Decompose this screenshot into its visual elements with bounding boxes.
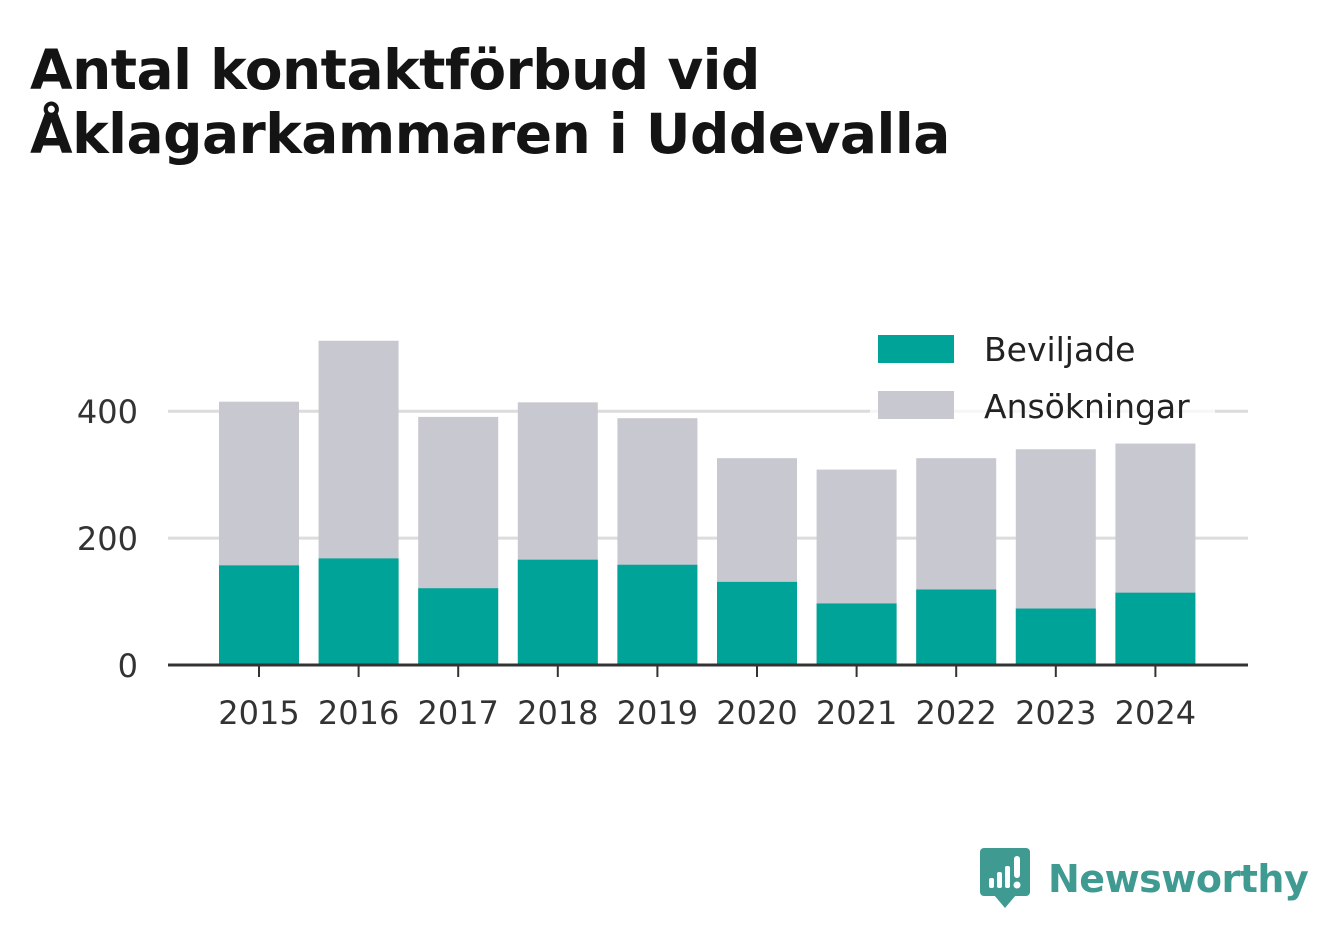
legend-swatch-ansokningar (878, 391, 954, 419)
bar-beviljade-2022 (916, 589, 997, 665)
bar-beviljade-2017 (418, 588, 499, 665)
x-tick-label-2021: 2021 (816, 694, 897, 732)
legend-label-ansokningar: Ansökningar (984, 387, 1190, 426)
legend: Beviljade Ansökningar (870, 328, 1215, 438)
x-tick-label-2020: 2020 (716, 694, 797, 732)
y-tick-label: 400 (77, 393, 138, 431)
x-tick-label-2024: 2024 (1115, 694, 1196, 732)
chart-title: Antal kontaktförbud vid Åklagarkammaren … (30, 38, 950, 166)
bar-beviljade-2023 (1015, 608, 1096, 665)
y-tick-label: 200 (77, 520, 138, 558)
x-tick-label-2022: 2022 (915, 694, 996, 732)
axes: 0 200 400 2015 2016 2017 2018 2019 2020 2021 2022 2… (77, 393, 1248, 732)
bars (219, 340, 1196, 665)
newsworthy-logo-icon (980, 848, 1030, 908)
y-tick-label: 0 (118, 647, 138, 685)
brand-name: Newsworthy (1048, 857, 1309, 901)
bar-beviljade-2024 (1115, 592, 1196, 665)
x-tick-label-2019: 2019 (617, 694, 698, 732)
bar-beviljade-2021 (816, 603, 897, 665)
bar-beviljade-2016 (318, 558, 399, 665)
bar-beviljade-2015 (219, 565, 299, 665)
brand-logo: Newsworthy (980, 848, 1309, 910)
x-tick-label-2015: 2015 (218, 694, 299, 732)
bar-beviljade-2020 (717, 581, 797, 665)
x-tick-label-2018: 2018 (517, 694, 598, 732)
bar-beviljade-2019 (617, 564, 698, 665)
x-tick-label-2023: 2023 (1015, 694, 1096, 732)
bar-beviljade-2018 (517, 559, 598, 665)
legend-swatch-beviljade (878, 335, 954, 363)
x-tick-label-2017: 2017 (417, 694, 498, 732)
legend-label-beviljade: Beviljade (984, 330, 1135, 369)
x-tick-label-2016: 2016 (318, 694, 399, 732)
